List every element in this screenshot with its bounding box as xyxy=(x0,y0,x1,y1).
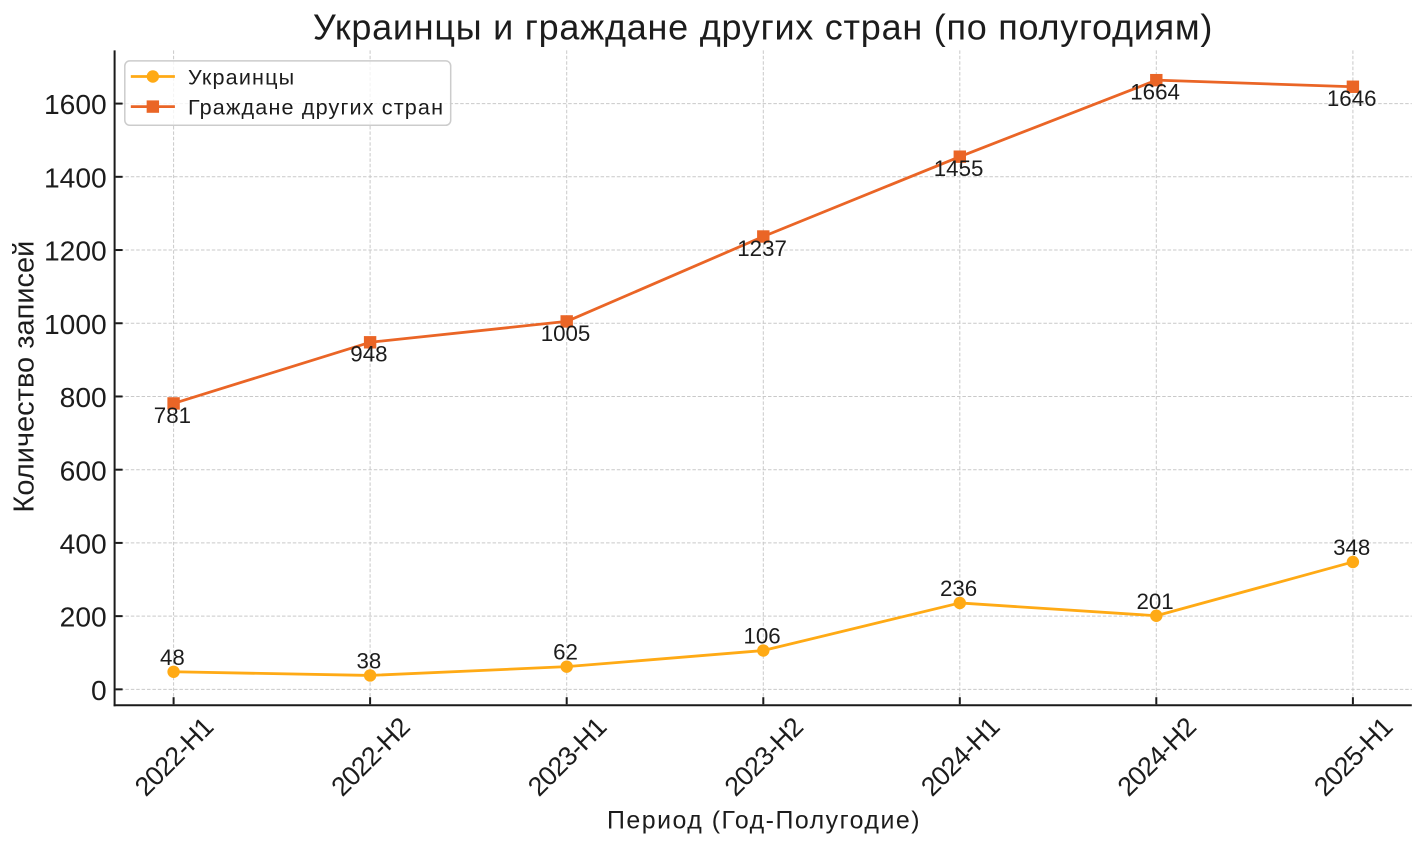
svg-text:201: 201 xyxy=(1136,589,1173,614)
svg-text:1664: 1664 xyxy=(1130,80,1180,105)
svg-text:0: 0 xyxy=(91,674,107,706)
svg-text:38: 38 xyxy=(356,648,381,673)
svg-text:1237: 1237 xyxy=(737,236,787,261)
svg-text:400: 400 xyxy=(60,528,107,560)
svg-text:62: 62 xyxy=(553,640,578,665)
svg-text:348: 348 xyxy=(1333,535,1370,560)
svg-text:Украинцы и граждане других стр: Украинцы и граждане других стран (по пол… xyxy=(313,7,1213,48)
svg-text:Украинцы: Украинцы xyxy=(188,64,295,89)
svg-text:236: 236 xyxy=(940,576,977,601)
svg-text:1400: 1400 xyxy=(44,161,107,193)
svg-text:1200: 1200 xyxy=(44,235,107,267)
svg-text:200: 200 xyxy=(60,601,107,633)
svg-text:Граждане других стран: Граждане других стран xyxy=(188,94,444,119)
svg-text:600: 600 xyxy=(60,454,107,486)
svg-text:1646: 1646 xyxy=(1327,86,1377,111)
svg-text:1455: 1455 xyxy=(934,156,984,181)
svg-text:Количество записей: Количество записей xyxy=(9,241,41,513)
svg-text:948: 948 xyxy=(350,342,387,367)
svg-text:48: 48 xyxy=(160,645,185,670)
svg-text:800: 800 xyxy=(60,381,107,413)
svg-text:1000: 1000 xyxy=(44,308,107,340)
svg-text:Период (Год-Полугодие): Период (Год-Полугодие) xyxy=(607,806,921,834)
svg-text:1005: 1005 xyxy=(541,321,591,346)
svg-text:781: 781 xyxy=(154,403,191,428)
svg-text:1600: 1600 xyxy=(44,88,107,120)
svg-text:106: 106 xyxy=(743,624,780,649)
